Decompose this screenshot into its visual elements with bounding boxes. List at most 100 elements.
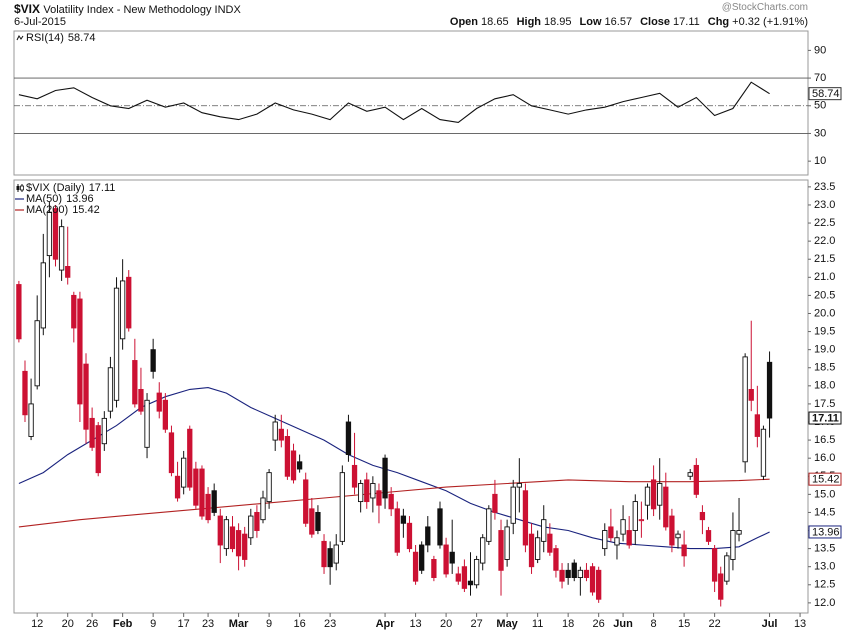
candle-body <box>467 580 474 586</box>
candle-body <box>321 540 327 568</box>
candle-body <box>718 573 724 600</box>
x-tick-label: 16 <box>293 618 305 630</box>
candle-body <box>113 287 120 401</box>
candle-body <box>650 479 657 510</box>
y-tick-label: 18.5 <box>814 362 835 374</box>
y-tick-label: 21.0 <box>814 271 835 283</box>
value-label: 17.11 <box>812 412 839 424</box>
candle-body <box>101 417 107 445</box>
candle-body <box>766 361 773 419</box>
quote-label: High <box>516 16 542 28</box>
candle-body <box>40 262 46 329</box>
symbol: $VIX <box>14 2 41 16</box>
name: Volatility Index - New Methodology INDX <box>43 4 241 16</box>
candle-body <box>272 421 278 441</box>
y-tick-label: 19.0 <box>814 344 835 356</box>
legend-icon <box>16 186 20 190</box>
candle-body <box>339 472 345 542</box>
candle-body <box>638 519 645 522</box>
candle-body <box>406 522 413 550</box>
quote: Open 18.65 High 18.95 Low 16.57 Close 17.11 Chg +… <box>442 16 808 28</box>
candle-body <box>480 537 486 564</box>
y-tick-label: 21.5 <box>814 253 835 265</box>
legend: MA(200) 15.42 <box>26 204 100 216</box>
candle-body <box>449 551 455 564</box>
x-tick-label: 22 <box>708 618 720 630</box>
rsi-line <box>18 81 770 123</box>
candle-body <box>351 464 358 488</box>
candle-body <box>22 370 28 416</box>
legend-name: RSI(14) <box>26 32 64 44</box>
candle-body <box>382 457 388 499</box>
title: $VIX Volatility Index - New Methodology … <box>14 2 241 16</box>
candle-body <box>138 388 144 412</box>
y-tick-label: 16.0 <box>814 452 835 464</box>
candle-body <box>71 294 77 329</box>
value-box <box>808 411 842 425</box>
candle-body <box>156 392 162 412</box>
x-tick-label: Jun <box>613 618 633 630</box>
x-tick-label: 26 <box>593 618 605 630</box>
candle-body <box>724 555 730 582</box>
y-tick-label: 22.5 <box>814 217 835 229</box>
candle-body <box>187 428 193 488</box>
candle-body <box>83 363 89 430</box>
candle-body <box>504 526 510 560</box>
candle-body <box>736 530 742 535</box>
y-tick-label: 13.0 <box>814 561 835 573</box>
candle-body <box>657 483 663 506</box>
candle-body <box>95 425 101 474</box>
y-tick-label: 15.0 <box>814 488 835 500</box>
candle-body <box>730 530 736 560</box>
ma-line <box>18 478 770 528</box>
candle-body <box>290 450 297 481</box>
candle-body <box>510 486 516 524</box>
candle-body <box>443 544 449 575</box>
y-tick-label: 90 <box>814 44 826 56</box>
x-tick-label: 12 <box>31 618 43 630</box>
candle-body <box>52 208 59 260</box>
candle-body <box>284 436 291 477</box>
candle-body <box>461 566 468 589</box>
y-tick-label: 19.5 <box>814 325 835 337</box>
credit: @StockCharts.com <box>721 2 808 13</box>
y-tick-label: 17.5 <box>814 398 835 410</box>
candle-body <box>663 486 669 528</box>
x-tick-label: 11 <box>532 618 543 630</box>
candle-body <box>16 284 22 340</box>
candle-body <box>364 479 370 503</box>
x-tick-label: 23 <box>324 618 336 630</box>
value-label: 15.42 <box>812 474 840 486</box>
legend-name: $VIX (Daily) <box>26 182 85 194</box>
candle-body <box>223 519 230 550</box>
candle-body <box>419 544 425 571</box>
candle-body <box>296 461 303 470</box>
candle-body <box>315 511 321 531</box>
candle-body <box>303 479 309 524</box>
legend-value: 17.11 <box>89 182 116 194</box>
candle-body <box>455 573 461 582</box>
panel-frame <box>13 179 809 614</box>
candle-body <box>760 428 767 477</box>
y-tick-label: 23.5 <box>814 181 835 193</box>
x-tick-label: 20 <box>62 618 74 630</box>
x-tick-label: Apr <box>376 618 396 630</box>
candle-body <box>162 399 169 430</box>
candle-body <box>547 533 553 553</box>
quote-label: Open <box>449 16 479 28</box>
value-box <box>808 525 842 539</box>
candle-body <box>693 464 699 495</box>
candle-body <box>119 280 126 340</box>
candle-body <box>675 533 681 539</box>
legend-value: 13.96 <box>66 193 94 205</box>
candle-body <box>687 472 693 477</box>
quote-label: Chg <box>707 16 730 28</box>
candle-body <box>620 519 626 535</box>
candle-body <box>571 562 577 578</box>
quote-value: +0.32 (+1.91%) <box>732 16 808 28</box>
candle-body <box>168 432 175 474</box>
legend: RSI(14) 58.74 <box>26 32 95 44</box>
x-tick-label: 23 <box>202 618 214 630</box>
y-tick-label: 23.0 <box>814 199 835 211</box>
